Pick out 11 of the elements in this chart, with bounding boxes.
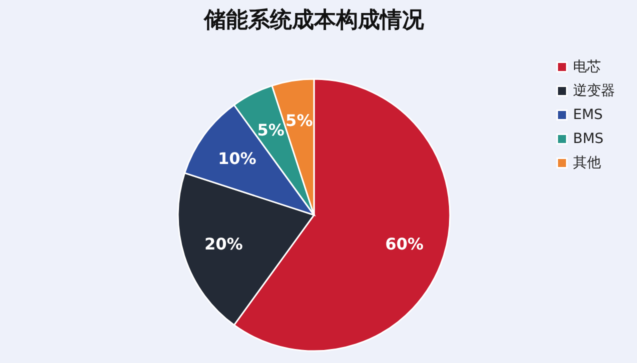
legend-label: BMS: [573, 131, 604, 147]
legend-label: EMS: [573, 107, 603, 123]
data-label: 5%: [257, 120, 284, 140]
legend-label: 电芯: [573, 59, 601, 75]
legend-label: 逆变器: [573, 83, 615, 99]
legend-label: 其他: [573, 155, 601, 171]
chart-title: 储能系统成本构成情况: [203, 7, 425, 33]
data-label: 60%: [385, 234, 424, 254]
data-label: 20%: [204, 234, 243, 254]
data-label: 5%: [286, 111, 313, 130]
data-label: 10%: [218, 149, 256, 168]
